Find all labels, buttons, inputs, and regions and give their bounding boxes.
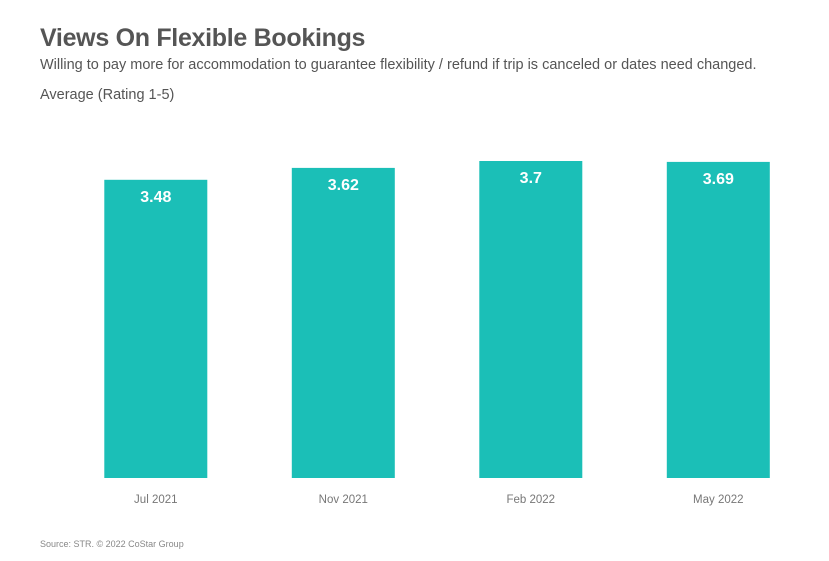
bar-may-2022 — [666, 161, 770, 478]
bar-nov-2021 — [291, 167, 395, 478]
chart-title: Views On Flexible Bookings — [40, 24, 366, 52]
x-tick-label: Jul 2021 — [134, 494, 177, 506]
data-label: 3.62 — [328, 177, 359, 194]
source-note: Source: STR. © 2022 CoStar Group — [40, 539, 184, 549]
x-tick-label: Nov 2021 — [319, 494, 368, 506]
x-tick-label: Feb 2022 — [506, 494, 555, 506]
bar-feb-2022 — [479, 161, 583, 478]
unit-label: Average (Rating 1-5) — [40, 87, 175, 103]
data-label: 3.48 — [140, 189, 171, 206]
x-tick-label: May 2022 — [693, 494, 744, 506]
data-label: 3.69 — [703, 171, 734, 188]
data-label: 3.7 — [520, 170, 542, 187]
bar-jul-2021 — [104, 179, 208, 479]
chart-subtitle: Willing to pay more for accommodation to… — [40, 57, 757, 73]
